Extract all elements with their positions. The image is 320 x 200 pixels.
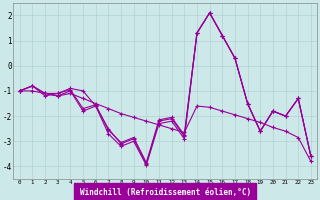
X-axis label: Windchill (Refroidissement éolien,°C): Windchill (Refroidissement éolien,°C): [80, 188, 251, 197]
